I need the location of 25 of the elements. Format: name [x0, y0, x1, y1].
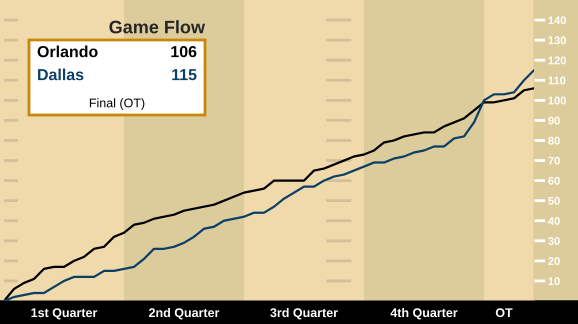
annotation: 115 [172, 69, 197, 80]
y-tick-label: 20 [548, 257, 560, 265]
y-tick-label: 120 [548, 56, 566, 64]
annotation: Final (OT) [90, 98, 144, 110]
y-tick-label: 60 [548, 176, 560, 185]
x-tick-label: 1st Quarter [31, 308, 98, 320]
x-tick-label: OT [496, 308, 513, 318]
y-tick-label: 10 [548, 277, 560, 286]
text: Orlando [38, 46, 98, 58]
y-tick-label: 90 [548, 116, 560, 125]
y-tick-label: 140 [548, 16, 566, 24]
text: Dallas [38, 68, 84, 80]
y-tick-label: 70 [548, 156, 560, 165]
y-tick-label: 110 [548, 76, 566, 84]
y-tick-label: 100 [548, 96, 566, 104]
y-tick-label: 30 [548, 237, 560, 245]
y-tick-label: 130 [548, 36, 566, 44]
y-tick-label: 80 [548, 136, 560, 145]
x-tick-label: 3rd Quarter [270, 308, 338, 320]
y-tick-label: 50 [548, 196, 560, 205]
text: Game Flow [109, 20, 206, 34]
y-tick-label: 40 [548, 217, 560, 225]
x-tick-label: 4th Quarter [390, 308, 458, 320]
x-tick-label: 2nd Quarter [149, 308, 220, 320]
annotation: 106 [171, 46, 196, 58]
